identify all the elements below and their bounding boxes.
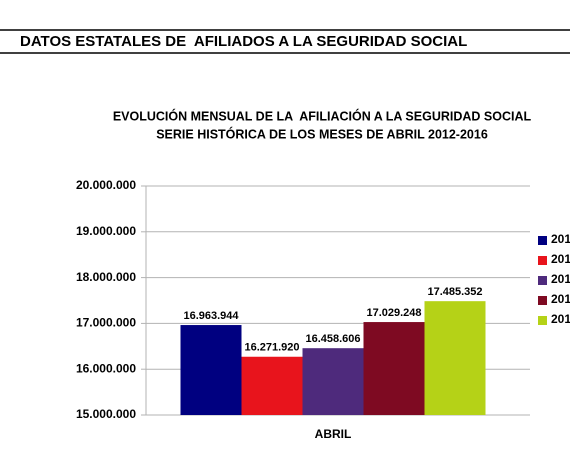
chart-title: EVOLUCIÓN MENSUAL DE LA AFILIACIÓN A LA … — [113, 108, 532, 123]
bar — [363, 322, 425, 415]
legend-label: 2016 — [551, 312, 570, 326]
value-label: 16.458.606 — [305, 333, 360, 345]
y-tick-label: 17.000.000 — [76, 316, 136, 330]
legend-swatch — [538, 256, 547, 265]
y-tick-label: 16.000.000 — [76, 361, 136, 375]
value-label: 16.271.920 — [244, 342, 299, 354]
y-tick-label: 19.000.000 — [76, 224, 136, 238]
legend-swatch — [538, 316, 547, 325]
legend-label: 2015 — [551, 292, 570, 306]
bar — [241, 356, 303, 415]
value-label: 17.029.248 — [366, 307, 421, 319]
legend-label: 2013 — [551, 252, 570, 266]
x-tick-label: ABRIL — [315, 427, 352, 441]
value-label: 16.963.944 — [183, 310, 239, 322]
bar — [180, 325, 242, 415]
legend-swatch — [538, 276, 547, 285]
header-title: DATOS ESTATALES DE AFILIADOS A LA SEGURI… — [20, 33, 467, 50]
legend-swatch — [538, 296, 547, 305]
bar — [302, 348, 364, 415]
legend-swatch — [538, 236, 547, 245]
y-tick-label: 20.000.000 — [76, 178, 136, 192]
y-tick-label: 18.000.000 — [76, 270, 136, 284]
y-tick-label: 15.000.000 — [76, 407, 136, 421]
bar — [424, 301, 486, 415]
legend-label: 2012 — [551, 232, 570, 246]
chart-subtitle: SERIE HISTÓRICA DE LOS MESES DE ABRIL 20… — [156, 126, 488, 141]
value-label: 17.485.352 — [427, 286, 482, 298]
legend-label: 2014 — [551, 272, 570, 286]
